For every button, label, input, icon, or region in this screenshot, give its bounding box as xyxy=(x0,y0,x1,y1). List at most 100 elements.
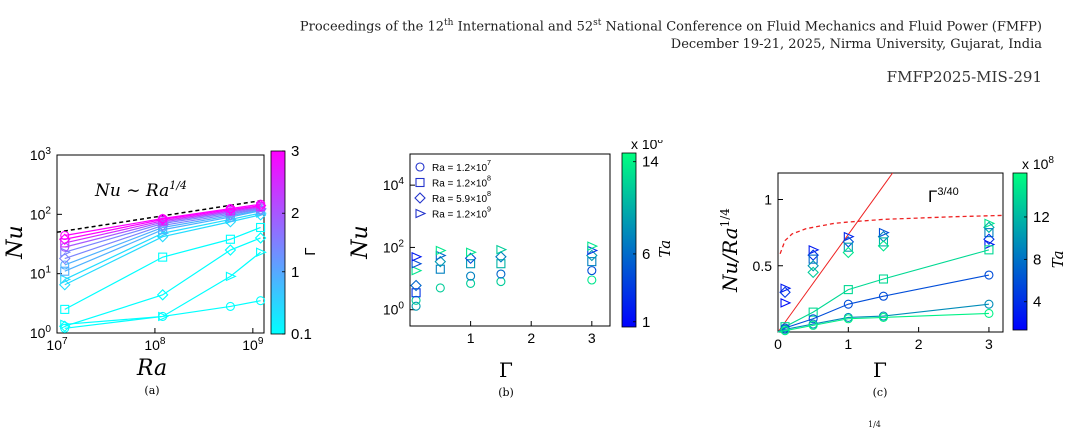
panel-c-data-point xyxy=(878,312,889,322)
panel-b-data-point xyxy=(496,277,506,287)
panel-a-ytick-label: 103 xyxy=(30,146,52,163)
panel-c-data-point xyxy=(984,245,994,255)
panel-a-series xyxy=(56,199,267,333)
panel-c-data-point xyxy=(807,266,819,279)
panel-c-data-point xyxy=(878,274,889,284)
panel-b-data-point xyxy=(435,250,447,261)
panel-b-data-point xyxy=(496,269,506,279)
panel-c-series xyxy=(777,172,1004,336)
panel-c-xlabel: Γ xyxy=(873,358,887,382)
panel-b-data-point xyxy=(496,259,506,269)
panel-c-caption: (c) xyxy=(873,386,888,399)
panel-b-data-point xyxy=(587,275,597,285)
colorbar-gradient xyxy=(1012,172,1028,331)
panel-c-data-point xyxy=(983,221,995,234)
panel-a-data-point xyxy=(60,274,72,285)
panel-c-data-point xyxy=(984,270,994,280)
panel-b-xtick-label: 3 xyxy=(588,330,596,346)
panel-c-data-point xyxy=(780,283,792,294)
panel-b-data-point xyxy=(411,295,421,305)
panel-a-caption: (a) xyxy=(144,384,159,397)
panel-a-ytick-label: 101 xyxy=(30,265,52,282)
panel-c-data-point xyxy=(780,298,792,308)
panel-b-data-point xyxy=(411,288,421,298)
panel-b-data-point xyxy=(466,271,476,281)
panel-c-data-point xyxy=(843,314,853,324)
legend-label: Ra = 1.2×108 xyxy=(432,174,491,190)
panel-a-data-point xyxy=(58,320,71,333)
panel-c-data-point xyxy=(984,239,996,250)
panel-a-series-line xyxy=(64,212,261,280)
panel-a-series-line xyxy=(64,203,261,237)
panel-b-colorbar: 1 6 14 Ta x 108 xyxy=(621,140,674,331)
panel-c-ytick-label: 1 xyxy=(764,192,772,208)
panel-a-data-point xyxy=(254,199,267,212)
paper-id: FMFP2025-MIS-291 xyxy=(886,68,1042,87)
panel-a-data-point xyxy=(60,230,70,241)
panel-c-data-point xyxy=(779,286,791,299)
panel-b-data-point xyxy=(411,258,423,269)
legend-label: Ra = 1.2×109 xyxy=(432,205,491,221)
panel-b-data-point xyxy=(466,278,476,288)
panel-b-ytick-label: 100 xyxy=(383,301,405,318)
legend-marker xyxy=(415,162,425,172)
panel-b-data-point xyxy=(496,244,508,255)
panel-c-data-point xyxy=(808,320,818,330)
panel-c-colorbar: 4 8 12 Ta x 108 xyxy=(1012,155,1067,331)
panel-a-series-line xyxy=(64,206,261,248)
panel-b-data-point xyxy=(466,247,477,258)
panel-b-xlabel: Γ xyxy=(499,358,513,382)
colorbar-tick-label: 4 xyxy=(1033,294,1041,311)
panel-c-data-point xyxy=(984,218,996,229)
colorbar-gradient xyxy=(621,152,637,328)
colorbar-tick-label: 1 xyxy=(291,264,299,281)
colorbar-tick-label: 12 xyxy=(1033,209,1050,226)
colorbar-tick-label: 8 xyxy=(1033,251,1041,268)
panel-b-points xyxy=(410,241,599,311)
panel-a-series-line xyxy=(64,209,261,266)
panel-c-data-point xyxy=(843,242,853,252)
panel-c-red-curve xyxy=(779,214,1004,255)
panel-a-data-point xyxy=(256,247,267,258)
panel-a-data-point xyxy=(225,234,235,244)
panel-b-data-point xyxy=(434,255,447,268)
panel-c-data-point xyxy=(984,299,994,309)
panel-a-data-point xyxy=(225,271,237,282)
panel-a-data-point xyxy=(60,247,72,258)
colorbar-tick-label: 3 xyxy=(291,143,299,160)
panel-c-data-point xyxy=(843,231,855,242)
panel-a-data-point xyxy=(256,296,266,306)
header-line-1: Proceedings of the 12th International an… xyxy=(299,18,1042,35)
panel-b-data-point xyxy=(435,283,445,293)
panel-a-series-line xyxy=(64,214,261,286)
panel-a-series-line xyxy=(64,207,261,253)
header-line-2: December 19-21, 2025, Nirma University, … xyxy=(670,37,1042,53)
panel-a-xtick-label: 108 xyxy=(144,336,166,353)
colorbar-label: Ta xyxy=(656,240,674,258)
panel-b-ytick-label: 104 xyxy=(383,176,405,193)
panel-b-xtick-label: 2 xyxy=(527,330,535,346)
panel-c-series-line xyxy=(777,312,989,333)
panel-c-series-line xyxy=(777,249,990,333)
colorbar-gradient xyxy=(270,150,286,335)
panel-b-data-point xyxy=(466,259,476,269)
panel-b-data-point xyxy=(464,252,477,265)
panel-a-series-line xyxy=(64,251,261,325)
legend-marker xyxy=(415,208,427,219)
panel-a-colorbar: 0.1 1 2 3 Γ xyxy=(270,143,319,343)
panel-a-series-line xyxy=(64,210,261,272)
panel-c-data-point xyxy=(807,259,819,272)
panel-a-data-point xyxy=(156,289,169,301)
legend-label: Ra = 1.2×107 xyxy=(432,158,491,174)
panel-c-ytick-label: 0.5 xyxy=(753,258,773,274)
panel-a-data-point xyxy=(158,213,168,224)
panel-b-ylabel: Nu xyxy=(348,225,373,259)
panel-a-reference-line xyxy=(56,199,261,233)
panel-c-series-line xyxy=(777,274,990,333)
panel-b-data-point xyxy=(411,251,423,262)
conference-header: Proceedings of the 12th International an… xyxy=(300,14,1042,86)
colorbar-tick-label: 6 xyxy=(642,246,650,263)
panel-b-data-point xyxy=(411,301,421,311)
